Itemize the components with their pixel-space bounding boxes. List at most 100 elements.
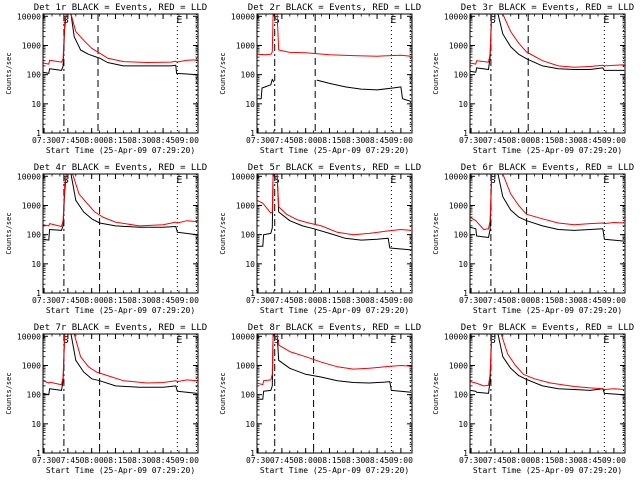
x-tick-label: 08:30 <box>127 296 151 305</box>
y-tick-label: 1 <box>36 129 41 138</box>
x-tick-label: 08:45 <box>151 296 175 305</box>
series-line-lld <box>470 334 625 390</box>
x-tick-label: 08:30 <box>554 456 578 465</box>
marker-label: S <box>63 335 69 346</box>
y-axis-label: Counts/sec <box>219 52 227 94</box>
y-tick-label: 100 <box>241 391 256 400</box>
y-tick-label: 10 <box>458 420 468 429</box>
x-tick-label: 08:00 <box>294 136 318 145</box>
y-tick-label: 10000 <box>231 332 255 341</box>
y-tick-label: 1 <box>250 289 255 298</box>
x-tick-label: 08:30 <box>341 136 365 145</box>
x-tick-label: 08:15 <box>317 296 341 305</box>
x-tick-label: 08:15 <box>103 296 127 305</box>
detector-panel-8: Det 8r BLACK = Events, RED = LLD Counts/s… <box>219 323 421 475</box>
y-tick-label: 100 <box>27 71 42 80</box>
x-tick-label: 07:30 <box>246 456 270 465</box>
series-line-lld <box>257 174 412 236</box>
marker-label: S <box>490 15 496 26</box>
x-axis-label: Start Time (25-Apr-09 07:29:20) <box>46 306 195 315</box>
detector-panel-4: Det 4r BLACK = Events, RED = LLD Counts/s… <box>5 163 207 315</box>
x-tick-label: 08:00 <box>507 296 531 305</box>
y-tick-label: 1 <box>463 129 468 138</box>
x-tick-label: 08:45 <box>151 136 175 145</box>
detector-panel-3: Det 3r BLACK = Events, RED = LLD Counts/s… <box>432 3 634 155</box>
plot-frame <box>469 173 626 294</box>
x-tick-label: 07:45 <box>270 456 294 465</box>
x-tick-label: 08:00 <box>294 456 318 465</box>
x-tick-label: 07:45 <box>483 296 507 305</box>
x-tick-label: 08:30 <box>341 456 365 465</box>
marker-label: E <box>603 175 609 186</box>
x-tick-label: 08:45 <box>578 136 602 145</box>
x-axis-label: Start Time (25-Apr-09 07:29:20) <box>46 466 195 475</box>
x-tick-label: 08:00 <box>80 136 104 145</box>
x-tick-label: 07:45 <box>270 136 294 145</box>
series-line-events <box>257 78 275 100</box>
y-tick-label: 1000 <box>449 201 468 210</box>
y-tick-label: 1000 <box>22 361 41 370</box>
x-tick-label: 08:45 <box>578 296 602 305</box>
plot-frame <box>256 333 413 454</box>
y-tick-label: 10000 <box>17 332 41 341</box>
x-axis-label: Start Time (25-Apr-09 07:29:20) <box>46 146 195 155</box>
marker-label: E <box>176 15 182 26</box>
x-tick-label: 07:45 <box>56 456 80 465</box>
y-axis-label: Counts/sec <box>219 212 227 254</box>
x-axis-label: Start Time (25-Apr-09 07:29:20) <box>260 306 409 315</box>
plot-frame <box>42 173 199 294</box>
y-tick-label: 10 <box>458 260 468 269</box>
y-axis-label: Counts/sec <box>432 372 440 414</box>
series-line-events <box>257 174 412 251</box>
y-tick-label: 10000 <box>444 332 468 341</box>
y-tick-label: 1 <box>250 449 255 458</box>
x-tick-label: 08:00 <box>294 296 318 305</box>
y-tick-label: 100 <box>454 391 469 400</box>
x-tick-label: 09:00 <box>389 136 413 145</box>
y-tick-label: 1000 <box>236 201 255 210</box>
x-tick-label: 08:15 <box>530 296 554 305</box>
y-tick-label: 10 <box>31 420 41 429</box>
x-tick-label: 08:15 <box>103 136 127 145</box>
x-axis-label: Start Time (25-Apr-09 07:29:20) <box>473 146 622 155</box>
series-line-lld <box>257 14 412 57</box>
x-tick-label: 08:30 <box>127 456 151 465</box>
x-tick-label: 09:00 <box>389 296 413 305</box>
y-tick-label: 10000 <box>17 172 41 181</box>
detector-panel-7: Det 7r BLACK = Events, RED = LLD Counts/s… <box>5 323 207 475</box>
panel-title: Det 6r BLACK = Events, RED = LLD <box>461 163 634 173</box>
marker-label: E <box>176 175 182 186</box>
y-tick-label: 100 <box>241 71 256 80</box>
marker-label: S <box>274 175 280 186</box>
plot-frame <box>256 173 413 294</box>
y-axis-label: Counts/sec <box>5 372 13 414</box>
series-line-events <box>316 79 412 102</box>
y-tick-label: 10 <box>31 260 41 269</box>
marker-label: S <box>274 15 280 26</box>
x-tick-label: 07:45 <box>56 296 80 305</box>
series-line-lld <box>43 334 198 386</box>
x-tick-label: 08:45 <box>365 456 389 465</box>
x-tick-label: 07:45 <box>483 136 507 145</box>
x-tick-label: 09:00 <box>175 456 199 465</box>
y-tick-label: 100 <box>241 231 256 240</box>
marker-label: S <box>490 335 496 346</box>
y-axis-label: Counts/sec <box>219 372 227 414</box>
x-tick-label: 08:45 <box>151 456 175 465</box>
x-tick-label: 08:45 <box>365 136 389 145</box>
plot-frame <box>42 333 199 454</box>
x-tick-label: 07:30 <box>459 136 483 145</box>
plot-frame <box>256 13 413 134</box>
y-tick-label: 100 <box>27 391 42 400</box>
series-line-events <box>470 14 625 73</box>
y-tick-label: 100 <box>454 231 469 240</box>
x-tick-label: 07:30 <box>246 136 270 145</box>
x-tick-label: 09:00 <box>602 296 626 305</box>
y-tick-label: 1000 <box>236 361 255 370</box>
marker-label: E <box>390 15 396 26</box>
y-tick-label: 10 <box>245 260 255 269</box>
panel-title: Det 5r BLACK = Events, RED = LLD <box>248 163 421 173</box>
y-tick-label: 10000 <box>231 12 255 21</box>
x-tick-label: 07:30 <box>32 136 56 145</box>
x-axis-label: Start Time (25-Apr-09 07:29:20) <box>260 146 409 155</box>
